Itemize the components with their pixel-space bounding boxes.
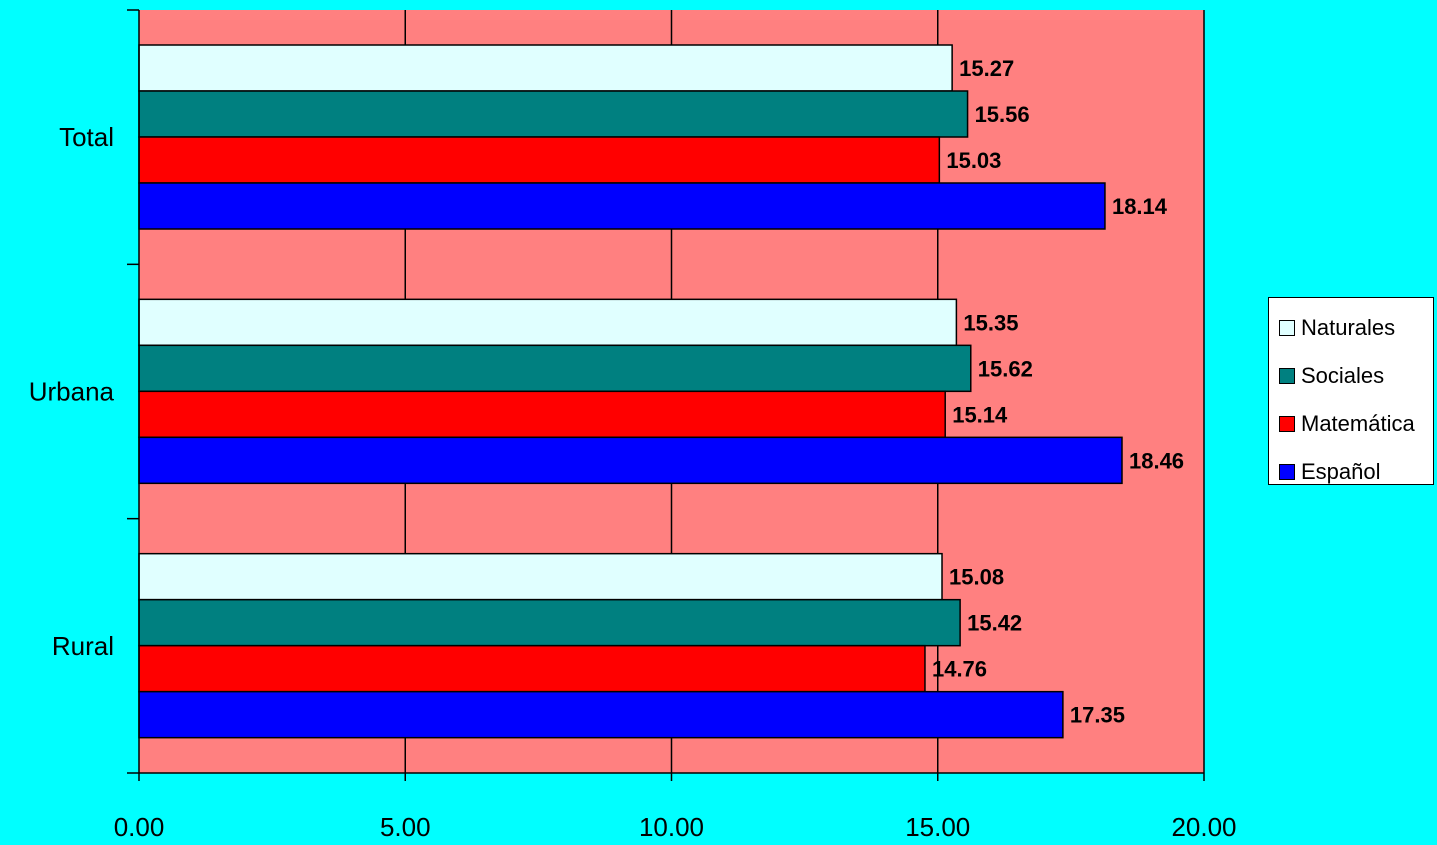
- value-label-total-2: 15.03: [946, 148, 1001, 173]
- legend-label-naturales: Naturales: [1301, 315, 1395, 341]
- bar-urbana-0: [139, 299, 956, 345]
- value-label-urbana-1: 15.62: [978, 356, 1033, 381]
- value-label-total-1: 15.56: [975, 102, 1030, 127]
- x-tick-labels: 0.00 5.00 10.00 15.00 20.00: [114, 812, 1237, 842]
- bar-rural-0: [139, 554, 942, 600]
- bar-urbana-3: [139, 437, 1122, 483]
- value-label-urbana-0: 15.35: [963, 310, 1018, 335]
- x-tick-label-3: 15.00: [905, 812, 970, 842]
- legend-swatch-naturales: [1279, 320, 1295, 336]
- bar-urbana-2: [139, 391, 945, 437]
- value-label-rural-0: 15.08: [949, 565, 1004, 590]
- category-label-rural: Rural: [52, 631, 114, 661]
- x-tick-label-2: 10.00: [639, 812, 704, 842]
- legend-item-sociales: Sociales: [1279, 352, 1433, 400]
- value-label-total-3: 18.14: [1112, 194, 1168, 219]
- category-labels: Total Urbana Rural: [29, 122, 115, 661]
- value-label-rural-2: 14.76: [932, 657, 987, 682]
- value-label-total-0: 15.27: [959, 56, 1014, 81]
- legend-swatch-sociales: [1279, 368, 1295, 384]
- bar-total-0: [139, 45, 952, 91]
- legend-label-espanol: Español: [1301, 459, 1381, 485]
- legend-swatch-espanol: [1279, 464, 1295, 480]
- legend: Naturales Sociales Matemática Español: [1268, 297, 1434, 485]
- legend-item-espanol: Español: [1279, 448, 1433, 496]
- legend-item-naturales: Naturales: [1279, 304, 1433, 352]
- value-label-urbana-2: 15.14: [952, 402, 1008, 427]
- bar-rural-3: [139, 692, 1063, 738]
- category-label-total: Total: [59, 122, 114, 152]
- legend-label-sociales: Sociales: [1301, 363, 1384, 389]
- bar-total-3: [139, 183, 1105, 229]
- legend-swatch-matematica: [1279, 416, 1295, 432]
- value-label-rural-3: 17.35: [1070, 703, 1125, 728]
- x-tick-label-4: 20.00: [1171, 812, 1236, 842]
- x-tick-label-0: 0.00: [114, 812, 165, 842]
- legend-label-matematica: Matemática: [1301, 411, 1415, 437]
- bar-total-2: [139, 137, 939, 183]
- category-label-urbana: Urbana: [29, 377, 115, 407]
- value-label-urbana-3: 18.46: [1129, 448, 1184, 473]
- bar-rural-2: [139, 646, 925, 692]
- bar-total-1: [139, 91, 968, 137]
- bar-urbana-1: [139, 345, 971, 391]
- value-label-rural-1: 15.42: [967, 611, 1022, 636]
- bar-rural-1: [139, 600, 960, 646]
- legend-item-matematica: Matemática: [1279, 400, 1433, 448]
- x-tick-label-1: 5.00: [380, 812, 431, 842]
